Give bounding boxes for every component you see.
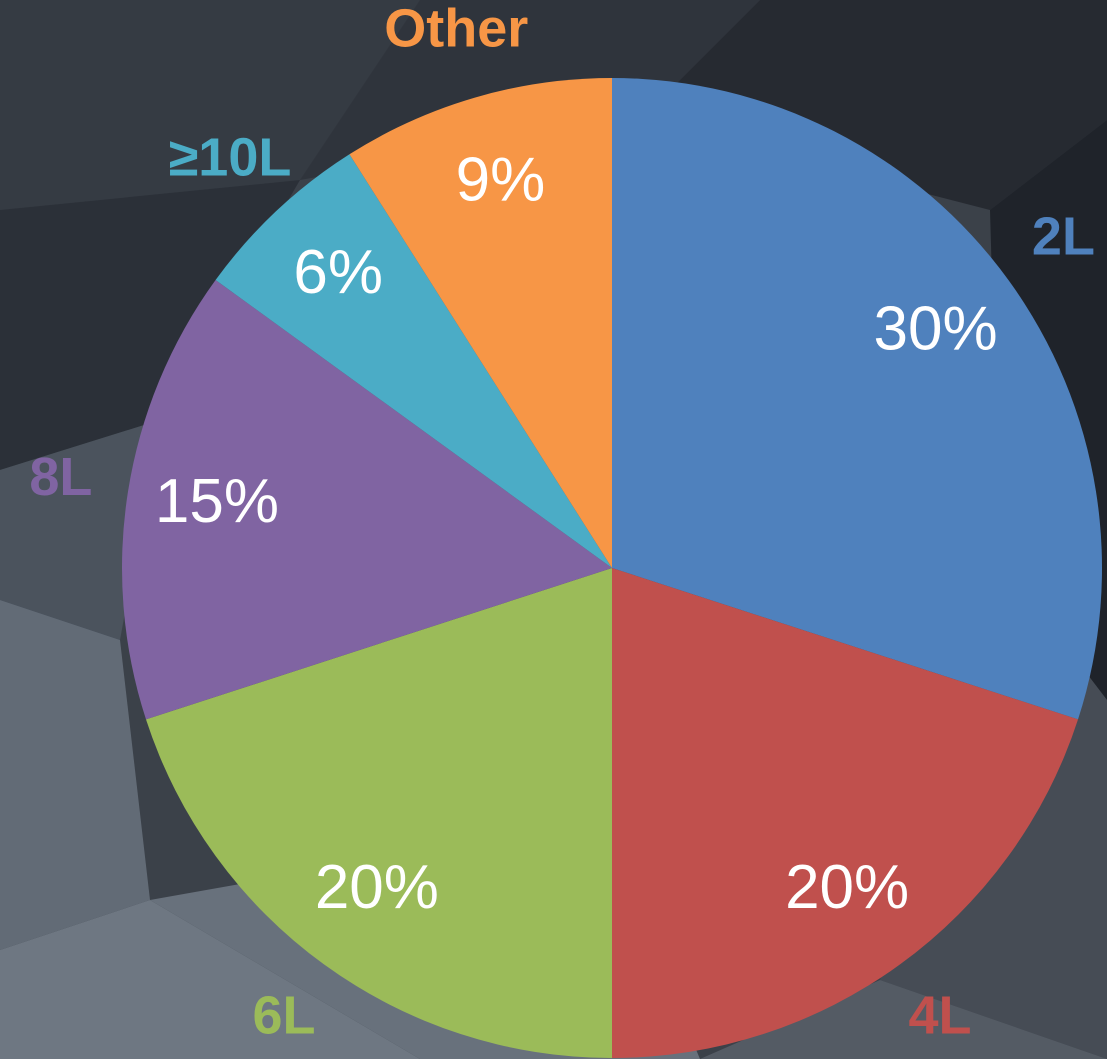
slice-category-label: 6L bbox=[253, 986, 316, 1046]
slice-value-label: 20% bbox=[785, 853, 909, 922]
slice-category-label: 8L bbox=[29, 447, 92, 507]
pie-slice bbox=[612, 568, 1079, 1058]
pie-slice bbox=[122, 279, 612, 720]
slice-value-label: 6% bbox=[293, 238, 383, 307]
slice-value-label: 9% bbox=[456, 145, 546, 214]
pie-slice bbox=[612, 78, 1102, 720]
slice-category-label: 4L bbox=[908, 986, 971, 1046]
slice-value-label: 15% bbox=[155, 467, 279, 536]
pie-slice bbox=[215, 154, 613, 569]
slice-category-label: Other bbox=[384, 0, 528, 58]
pie-slice bbox=[349, 78, 612, 568]
slice-value-label: 30% bbox=[874, 294, 998, 363]
slice-category-label: 2L bbox=[1032, 206, 1095, 266]
pie-slice bbox=[145, 568, 612, 1058]
slice-value-label: 20% bbox=[315, 853, 439, 922]
slice-category-label: ≥10L bbox=[169, 128, 292, 188]
